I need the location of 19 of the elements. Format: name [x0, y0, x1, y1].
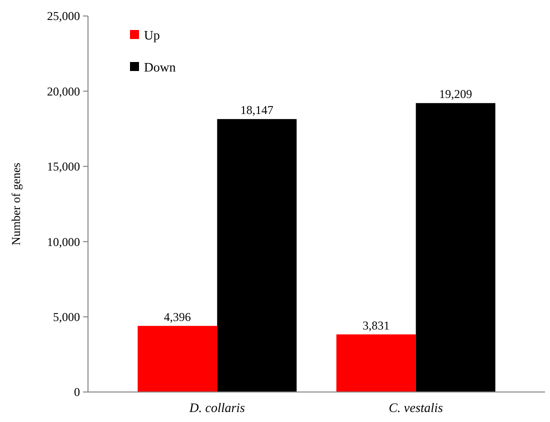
- bar: [336, 334, 416, 392]
- y-tick-label: 15,000: [47, 160, 80, 174]
- legend-label: Up: [144, 28, 160, 43]
- x-tick-label: D. collaris: [188, 400, 245, 415]
- y-tick-label: 25,000: [47, 9, 80, 24]
- y-tick-label: 0: [74, 385, 80, 400]
- y-tick-label: 10,000: [47, 234, 80, 249]
- bar: [217, 119, 297, 392]
- data-label: 18,147: [240, 103, 274, 118]
- y-tick-label: 20,000: [47, 84, 80, 98]
- data-label: 19,209: [439, 87, 472, 102]
- y-axis-title: Number of genes: [9, 162, 23, 246]
- legend-label: Down: [144, 60, 176, 75]
- data-label: 3,831: [362, 318, 390, 332]
- bar: [416, 103, 496, 392]
- data-label: 4,396: [164, 310, 191, 324]
- y-tick-label: 5,000: [53, 310, 80, 324]
- x-tick-label: C. vestalis: [388, 400, 443, 415]
- bar: [138, 326, 218, 392]
